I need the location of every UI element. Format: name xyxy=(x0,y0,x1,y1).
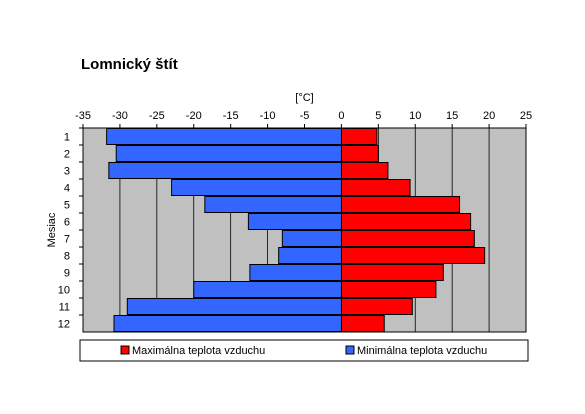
bar-max-temp xyxy=(340,179,411,196)
y-tick-label: 7 xyxy=(64,234,70,246)
x-tick-label: -15 xyxy=(223,110,239,122)
chart-title: Lomnický štít xyxy=(81,56,178,73)
legend-label-max: Maximálna teplota vzduchu xyxy=(132,345,265,357)
y-tick-label: 6 xyxy=(64,217,70,229)
x-tick-label: -20 xyxy=(186,110,202,122)
y-tick-label: 8 xyxy=(64,251,70,263)
x-tick-label: -25 xyxy=(149,110,165,122)
bar-max-temp xyxy=(340,281,437,298)
x-axis-ticks: -35 -30 -25 -20 -15 -10 -5 0 5 10 15 20 25 xyxy=(75,110,532,128)
bar-max-temp xyxy=(340,298,413,315)
bar-max-temp xyxy=(340,230,475,247)
bar-max-temp xyxy=(340,128,378,145)
bar-max-temp xyxy=(340,162,389,179)
bars xyxy=(106,128,486,332)
legend: Maximálna teplota vzduchu Minimálna tepl… xyxy=(79,339,529,362)
bar-min-temp xyxy=(115,145,342,162)
x-tick-label: -5 xyxy=(300,110,310,122)
y-tick-label: 2 xyxy=(64,149,70,161)
legend-box xyxy=(79,339,529,362)
bar-min-temp xyxy=(281,230,342,247)
x-tick-label: 25 xyxy=(520,110,532,122)
x-tick-label: 15 xyxy=(446,110,458,122)
x-tick-label: 5 xyxy=(375,110,381,122)
x-tick-label: 20 xyxy=(483,110,495,122)
bar-min-temp xyxy=(113,315,342,332)
x-tick-label: 0 xyxy=(338,110,344,122)
bar-min-temp xyxy=(171,179,342,196)
bar-max-temp xyxy=(340,145,379,162)
bar-max-temp xyxy=(340,196,461,213)
y-tick-label: 9 xyxy=(64,268,70,280)
y-tick-label: 12 xyxy=(58,319,70,331)
legend-label-min: Minimálna teplota vzduchu xyxy=(357,345,487,357)
x-tick-label: -30 xyxy=(112,110,128,122)
y-tick-label: 4 xyxy=(64,183,70,195)
legend-swatch-min xyxy=(345,345,355,355)
bar-max-temp xyxy=(340,213,472,230)
bar-max-temp xyxy=(340,315,385,332)
bar-min-temp xyxy=(108,162,342,179)
bar-min-temp xyxy=(247,213,342,230)
bar-max-temp xyxy=(340,247,486,264)
y-tick-label: 1 xyxy=(64,132,70,144)
x-axis-label: [°C] xyxy=(295,92,313,104)
y-tick-label: 3 xyxy=(64,166,70,178)
bar-min-temp xyxy=(278,247,342,264)
x-tick-label: 10 xyxy=(409,110,421,122)
y-tick-label: 5 xyxy=(64,200,70,212)
bar-min-temp xyxy=(126,298,342,315)
y-tick-label: 11 xyxy=(59,302,70,314)
bar-min-temp xyxy=(193,281,342,298)
bar-max-temp xyxy=(340,264,444,281)
y-axis-label: Mesiac xyxy=(46,212,58,247)
x-tick-label: -10 xyxy=(260,110,276,122)
bar-min-temp xyxy=(204,196,342,213)
y-tick-label: 10 xyxy=(58,285,70,297)
bar-min-temp xyxy=(249,264,342,281)
bar-min-temp xyxy=(106,128,342,145)
x-tick-label: -35 xyxy=(75,110,91,122)
legend-swatch-max xyxy=(120,345,130,355)
